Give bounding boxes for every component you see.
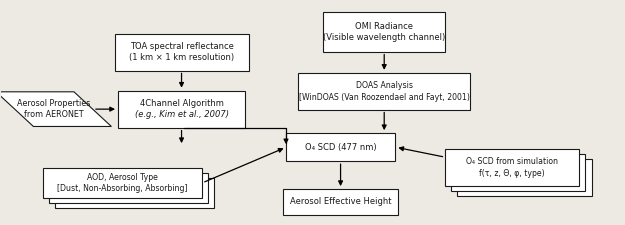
FancyBboxPatch shape [458,159,592,196]
FancyBboxPatch shape [299,73,470,110]
Polygon shape [0,92,111,126]
Text: Aerosol Properties: Aerosol Properties [17,99,91,108]
Text: TOA spectral reflectance: TOA spectral reflectance [129,42,234,51]
Text: (e.g., Kim et al., 2007): (e.g., Kim et al., 2007) [134,110,229,119]
Text: DOAS Analysis: DOAS Analysis [356,81,412,90]
FancyBboxPatch shape [118,91,246,128]
FancyBboxPatch shape [445,149,579,186]
Text: [WinDOAS (Van Roozendael and Fayt, 2001): [WinDOAS (Van Roozendael and Fayt, 2001) [299,92,469,101]
Text: from AERONET: from AERONET [24,110,84,119]
FancyBboxPatch shape [283,189,398,215]
FancyBboxPatch shape [49,173,208,203]
FancyBboxPatch shape [55,178,214,208]
Text: O₄ SCD (477 nm): O₄ SCD (477 nm) [305,143,376,152]
Text: (1 km × 1 km resolution): (1 km × 1 km resolution) [129,54,234,63]
Text: OMI Radiance: OMI Radiance [355,22,413,31]
FancyBboxPatch shape [286,133,395,161]
FancyBboxPatch shape [114,34,249,71]
Text: Aerosol Effective Height: Aerosol Effective Height [290,198,391,207]
Text: AOD, Aerosol Type: AOD, Aerosol Type [87,173,158,182]
FancyBboxPatch shape [451,154,586,191]
Text: [Dust, Non-Absorbing, Absorbing]: [Dust, Non-Absorbing, Absorbing] [57,184,188,193]
Text: (Visible wavelength channel): (Visible wavelength channel) [323,33,446,42]
FancyBboxPatch shape [42,168,202,198]
Text: f(τ, z, Θ, φ, type): f(τ, z, Θ, φ, type) [479,169,545,178]
Text: 4Channel Algorithm: 4Channel Algorithm [139,99,224,108]
FancyBboxPatch shape [323,12,445,52]
Text: O₄ SCD from simulation: O₄ SCD from simulation [466,157,558,166]
